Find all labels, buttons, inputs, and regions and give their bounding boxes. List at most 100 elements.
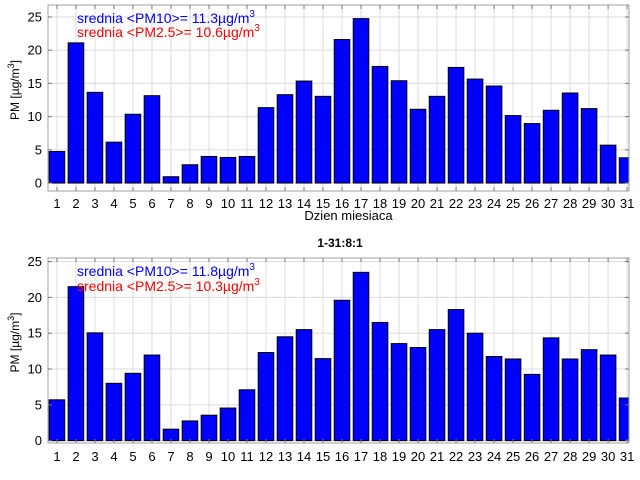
mean-annotation-sup: 3 xyxy=(254,23,260,34)
x-tick-label: 14 xyxy=(297,449,311,464)
y-tick-label: 5 xyxy=(35,397,42,412)
bar-day-16 xyxy=(333,299,351,442)
bar-day-6 xyxy=(143,95,161,184)
bar-day-18 xyxy=(371,65,389,184)
x-tick-label: 28 xyxy=(563,449,577,464)
x-tick-label: 5 xyxy=(129,196,136,211)
y-tick-label: 20 xyxy=(28,43,42,58)
mean-annotation-sup: 3 xyxy=(249,9,255,20)
x-tick-label: 11 xyxy=(240,449,254,464)
bar-day-14 xyxy=(295,329,313,442)
mean-annotation-text: srednia <PM2.5>= 10.3µg/m xyxy=(77,278,254,294)
x-tick-label: 14 xyxy=(297,196,311,211)
bars xyxy=(48,271,629,442)
x-tick-label: 19 xyxy=(392,196,406,211)
bar-day-26 xyxy=(523,373,541,442)
bar-day-20 xyxy=(409,347,427,442)
bar-day-25 xyxy=(504,115,522,184)
bar-day-25 xyxy=(504,358,522,442)
mean-annotation-sup: 3 xyxy=(254,277,260,288)
x-tick-label: 13 xyxy=(278,449,292,464)
x-tick-label: 29 xyxy=(582,196,596,211)
bar-day-7 xyxy=(162,176,180,184)
x-tick-label: 23 xyxy=(468,449,482,464)
y-axis-label-sup: 3 xyxy=(6,63,16,68)
mean-annotation-text: srednia <PM2.5>= 10.6µg/m xyxy=(77,24,254,40)
x-tick-label: 1 xyxy=(53,196,60,211)
bar-day-6 xyxy=(143,354,161,442)
bar-day-20 xyxy=(409,108,427,184)
axes-box xyxy=(47,4,630,192)
x-axis-label: Dzien miesiaca xyxy=(304,208,393,223)
bar-day-10 xyxy=(219,156,237,184)
bar-day-16 xyxy=(333,39,351,184)
x-tick-label: 11 xyxy=(240,196,254,211)
bar-day-26 xyxy=(523,123,541,184)
bar-day-31 xyxy=(618,157,629,184)
bar-day-18 xyxy=(371,321,389,442)
x-tick-label: 16 xyxy=(335,196,349,211)
bar-day-23 xyxy=(466,332,484,442)
x-tick-label: 5 xyxy=(129,449,136,464)
y-axis-label-end: ] xyxy=(8,313,22,316)
x-tick-label: 3 xyxy=(91,449,98,464)
bar-day-22 xyxy=(447,66,465,184)
x-tick-label: 10 xyxy=(221,449,235,464)
bar-day-28 xyxy=(561,92,579,184)
axes-box xyxy=(47,257,630,444)
bar-day-29 xyxy=(580,108,598,184)
y-axis-label-sup: 3 xyxy=(6,316,16,321)
x-tick-label: 9 xyxy=(205,449,212,464)
x-tick-label: 4 xyxy=(110,449,117,464)
bar-day-3 xyxy=(86,332,104,442)
mean-annotation: srednia <PM10>= 11.8µg/m3 xyxy=(77,262,255,279)
x-tick-label: 6 xyxy=(148,196,155,211)
x-tick-label: 21 xyxy=(430,449,444,464)
bar-day-24 xyxy=(485,85,503,184)
bar-day-29 xyxy=(580,349,598,442)
mean-annotation: srednia <PM10>= 11.3µg/m3 xyxy=(77,9,255,26)
x-tick-label: 20 xyxy=(411,196,425,211)
x-tick-label: 8 xyxy=(186,196,193,211)
x-tick-label: 26 xyxy=(525,196,539,211)
x-tick-label: 20 xyxy=(411,449,425,464)
y-axis-label: PM [µg/m3] xyxy=(6,60,22,120)
mean-annotation-sup: 3 xyxy=(249,262,255,273)
bar-day-24 xyxy=(485,355,503,442)
x-tick-label: 25 xyxy=(506,196,520,211)
x-tick-label: 30 xyxy=(601,196,615,211)
bar-day-2 xyxy=(67,42,85,184)
x-tick-label: 31 xyxy=(620,196,634,211)
x-tick-label: 27 xyxy=(544,449,558,464)
x-tick-label: 17 xyxy=(354,196,368,211)
x-tick-label: 2 xyxy=(72,449,79,464)
x-tick-label: 25 xyxy=(506,449,520,464)
y-axis-label: PM [µg/m3] xyxy=(6,313,22,373)
x-tick-label: 27 xyxy=(544,196,558,211)
x-tick-label: 26 xyxy=(525,449,539,464)
bar-day-27 xyxy=(542,337,560,442)
bar-day-10 xyxy=(219,407,237,442)
bar-day-1 xyxy=(48,399,66,442)
bar-day-11 xyxy=(238,389,256,442)
x-tick-label: 29 xyxy=(582,449,596,464)
bar-day-17 xyxy=(352,18,370,184)
bar-day-14 xyxy=(295,80,313,184)
x-tick-label: 12 xyxy=(259,449,273,464)
x-tick-label: 28 xyxy=(563,196,577,211)
bar-day-30 xyxy=(599,144,617,184)
x-tick-label: 21 xyxy=(430,196,444,211)
bar-day-12 xyxy=(257,107,275,184)
bar-day-12 xyxy=(257,352,275,442)
bar-day-11 xyxy=(238,155,256,184)
x-tick-label: 22 xyxy=(449,449,463,464)
bar-day-2 xyxy=(67,286,85,442)
x-tick-label: 10 xyxy=(221,196,235,211)
chart-title: 1-31:8:1 xyxy=(317,236,363,250)
x-tick-label: 23 xyxy=(468,196,482,211)
x-tick-label: 24 xyxy=(487,196,501,211)
y-tick-label: 10 xyxy=(28,362,42,377)
bar-day-21 xyxy=(428,95,446,184)
x-tick-label: 4 xyxy=(110,196,117,211)
